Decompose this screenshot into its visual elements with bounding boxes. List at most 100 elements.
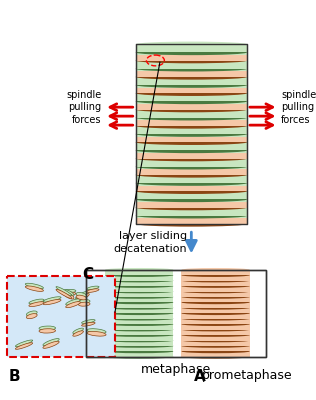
Bar — [136, 44, 247, 224]
Ellipse shape — [136, 58, 247, 63]
Bar — [136, 120, 247, 126]
Ellipse shape — [63, 292, 76, 296]
Ellipse shape — [181, 350, 250, 353]
Ellipse shape — [136, 148, 247, 153]
Bar — [181, 277, 250, 281]
Bar — [136, 210, 247, 216]
Bar — [181, 298, 250, 302]
Bar — [105, 298, 173, 302]
Bar — [136, 44, 247, 224]
Ellipse shape — [105, 350, 173, 353]
Ellipse shape — [136, 82, 247, 88]
Ellipse shape — [136, 221, 247, 227]
Bar — [181, 288, 250, 292]
Bar — [136, 153, 247, 159]
Ellipse shape — [136, 123, 247, 129]
Ellipse shape — [136, 140, 247, 145]
Ellipse shape — [25, 283, 43, 289]
Bar — [181, 326, 250, 330]
Bar — [181, 342, 250, 346]
Bar — [136, 128, 247, 134]
Ellipse shape — [181, 295, 250, 299]
Ellipse shape — [181, 317, 250, 320]
Bar — [181, 293, 250, 297]
Ellipse shape — [136, 90, 247, 96]
Bar — [136, 145, 247, 150]
Ellipse shape — [105, 339, 173, 342]
Bar — [105, 348, 173, 352]
Ellipse shape — [63, 289, 76, 293]
Bar — [136, 80, 247, 85]
Ellipse shape — [43, 338, 59, 346]
Ellipse shape — [105, 344, 173, 348]
Ellipse shape — [78, 302, 90, 306]
Ellipse shape — [64, 292, 74, 299]
Ellipse shape — [136, 66, 247, 72]
Ellipse shape — [181, 355, 250, 359]
Bar — [105, 304, 173, 308]
Text: layer sliding
decatenation: layer sliding decatenation — [113, 231, 187, 254]
Bar — [86, 270, 266, 357]
Ellipse shape — [43, 341, 59, 348]
Ellipse shape — [73, 331, 83, 336]
Ellipse shape — [105, 317, 173, 320]
Text: B: B — [9, 368, 21, 384]
Ellipse shape — [15, 343, 33, 349]
Bar — [136, 186, 247, 191]
Bar — [105, 331, 173, 335]
Bar — [181, 348, 250, 352]
Bar — [105, 277, 173, 281]
Ellipse shape — [43, 297, 61, 302]
Ellipse shape — [105, 274, 173, 277]
Bar — [105, 282, 173, 286]
Text: spindle
pulling
forces: spindle pulling forces — [66, 90, 101, 124]
Bar — [136, 136, 247, 142]
Ellipse shape — [136, 132, 247, 137]
Ellipse shape — [76, 294, 89, 302]
Ellipse shape — [136, 42, 247, 47]
Bar — [136, 218, 247, 224]
Ellipse shape — [105, 328, 173, 332]
Ellipse shape — [136, 156, 247, 161]
Bar — [181, 315, 250, 319]
Bar — [86, 270, 266, 357]
Ellipse shape — [105, 333, 173, 337]
Ellipse shape — [136, 115, 247, 120]
Bar — [136, 71, 247, 77]
Ellipse shape — [181, 339, 250, 342]
Bar — [181, 337, 250, 340]
Ellipse shape — [105, 284, 173, 288]
Bar — [136, 161, 247, 167]
Bar — [136, 194, 247, 200]
Bar — [181, 304, 250, 308]
Ellipse shape — [105, 301, 173, 304]
Bar — [105, 337, 173, 340]
Ellipse shape — [26, 314, 37, 319]
Bar — [7, 276, 115, 357]
Ellipse shape — [181, 333, 250, 337]
Ellipse shape — [136, 99, 247, 104]
Bar — [105, 342, 173, 346]
Ellipse shape — [136, 213, 247, 218]
Bar — [136, 63, 247, 69]
Bar — [136, 96, 247, 102]
Ellipse shape — [73, 328, 83, 334]
Ellipse shape — [181, 268, 250, 272]
Ellipse shape — [136, 107, 247, 112]
Ellipse shape — [105, 355, 173, 359]
Ellipse shape — [105, 268, 173, 272]
Bar — [136, 104, 247, 110]
Ellipse shape — [87, 289, 99, 292]
Ellipse shape — [136, 205, 247, 210]
Bar — [136, 202, 247, 208]
Ellipse shape — [56, 287, 72, 296]
Ellipse shape — [181, 274, 250, 277]
Ellipse shape — [82, 320, 95, 324]
Ellipse shape — [76, 292, 87, 297]
Text: prometaphase: prometaphase — [202, 368, 293, 382]
Ellipse shape — [181, 290, 250, 293]
Ellipse shape — [136, 197, 247, 202]
Bar — [136, 112, 247, 118]
Ellipse shape — [105, 312, 173, 315]
Ellipse shape — [181, 312, 250, 315]
